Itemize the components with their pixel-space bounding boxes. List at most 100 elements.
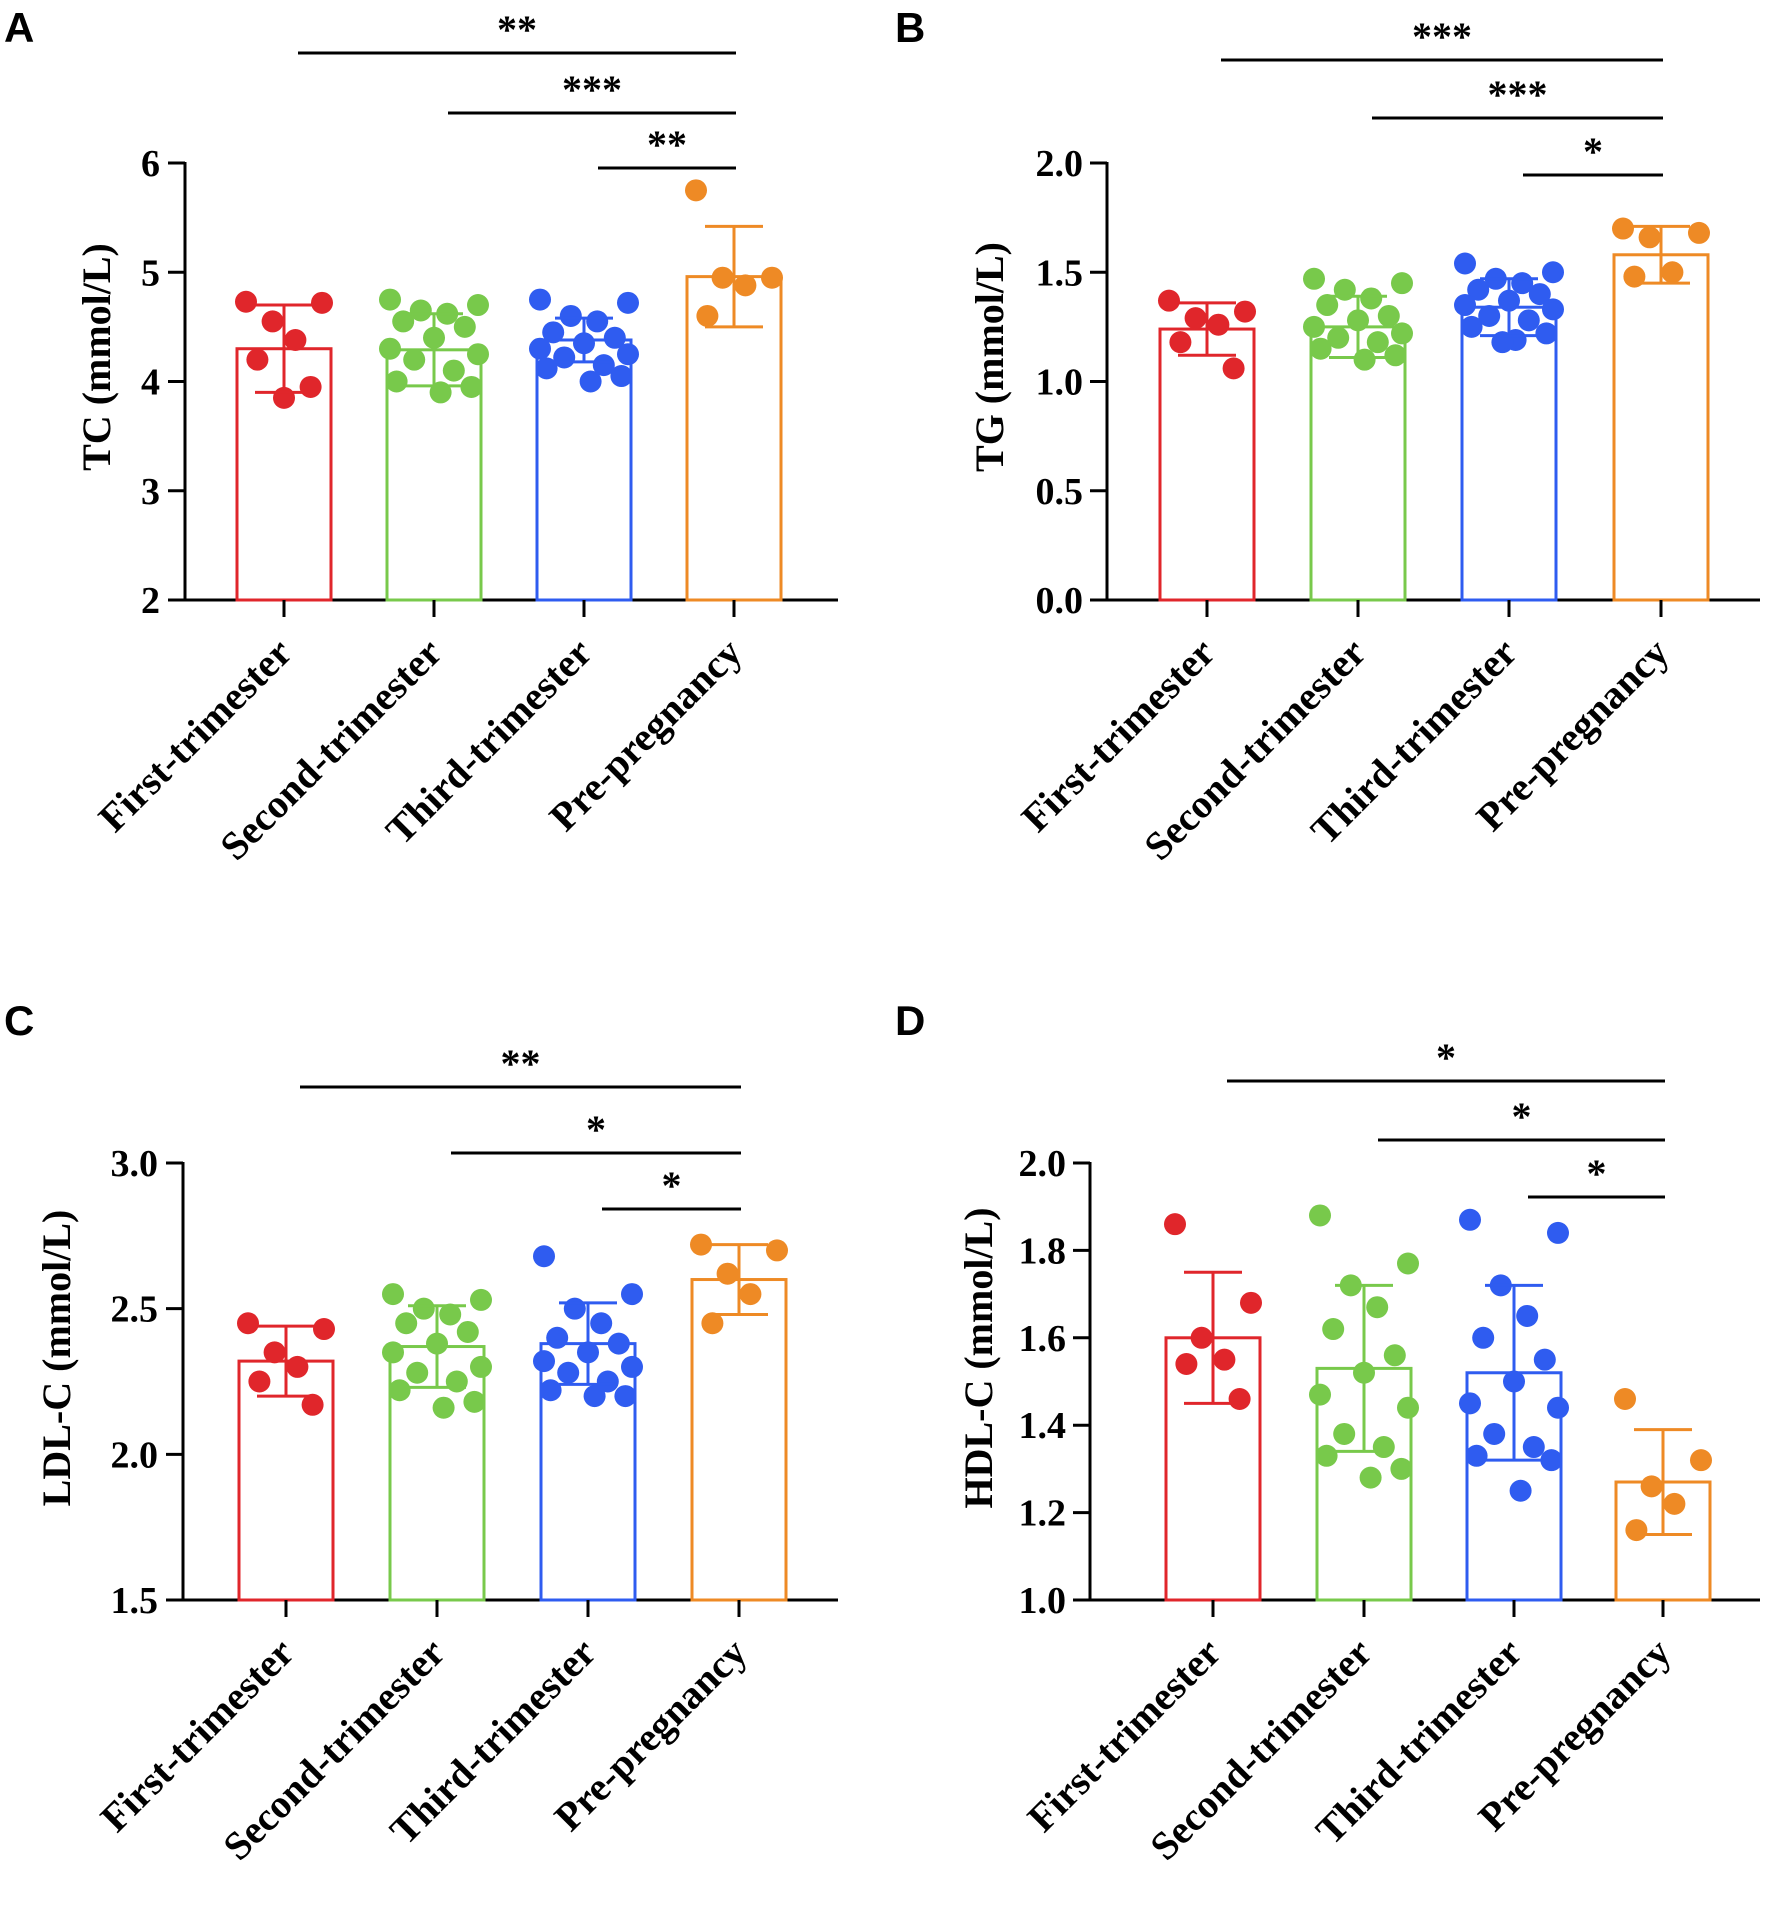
y-tick-label: 6 [141, 143, 160, 185]
data-point [1397, 1396, 1419, 1419]
data-point [546, 1326, 569, 1349]
data-point [614, 1385, 637, 1408]
data-point [1164, 1213, 1186, 1236]
data-point [379, 337, 401, 360]
data-point [542, 321, 565, 344]
data-point [1542, 261, 1564, 284]
data-point [734, 274, 757, 297]
data-point [412, 1297, 435, 1320]
data-point [586, 310, 609, 333]
data-point [1207, 313, 1230, 336]
data-point [1640, 1475, 1663, 1498]
significance-label: * [662, 1163, 682, 1208]
bar [1460, 305, 1558, 602]
data-point [1240, 1291, 1262, 1314]
y-tick-label: 1.0 [1036, 362, 1084, 404]
data-point [463, 1390, 486, 1413]
data-point [442, 359, 465, 382]
data-point [1359, 1466, 1382, 1489]
data-point [1175, 1353, 1198, 1376]
y-tick-label: 0.0 [1036, 580, 1084, 622]
data-point [1522, 1436, 1545, 1459]
data-point [467, 343, 489, 366]
data-point [579, 370, 602, 393]
data-point [1454, 294, 1476, 317]
data-point [1454, 252, 1476, 275]
data-point [382, 1341, 404, 1364]
significance-label: * [1583, 129, 1603, 174]
data-point [711, 266, 734, 289]
data-point [1690, 1449, 1712, 1472]
data-point [246, 348, 269, 371]
significance-label: * [1587, 1151, 1607, 1196]
data-point [453, 315, 476, 338]
data-point [1542, 298, 1564, 321]
data-point [286, 1355, 309, 1378]
data-point [263, 1341, 286, 1364]
data-point [590, 1312, 613, 1335]
data-point [395, 1312, 418, 1335]
data-point [388, 1379, 411, 1402]
data-point [1509, 1479, 1532, 1502]
significance-label: ** [501, 1041, 541, 1086]
y-tick-label: 1.5 [111, 1580, 159, 1622]
significance-label: *** [562, 67, 622, 112]
data-point [535, 357, 558, 380]
data-point [1547, 1221, 1569, 1244]
data-point [1309, 1204, 1331, 1227]
data-point [1390, 1457, 1413, 1480]
panel-c: C LDL-C (mmol/L) 1.52.02.53.0First-trime… [4, 997, 838, 1869]
data-point [1169, 331, 1192, 354]
panel-letter: A [4, 4, 34, 51]
data-point [313, 1318, 335, 1341]
y-tick-label: 1.6 [1019, 1318, 1067, 1360]
data-point [1516, 1304, 1539, 1327]
data-point [621, 1355, 643, 1378]
data-point [557, 1361, 580, 1384]
y-tick-label: 1.5 [1036, 252, 1084, 294]
data-point [1459, 1392, 1481, 1415]
panel-letter: B [895, 4, 925, 51]
data-point [1467, 278, 1490, 301]
data-point [1303, 315, 1325, 338]
data-point [1478, 304, 1501, 327]
data-point [432, 1396, 455, 1419]
y-tick-label: 0.5 [1036, 471, 1084, 513]
data-point [603, 326, 626, 349]
y-tick-label: 2.5 [111, 1289, 159, 1331]
data-point [1377, 304, 1400, 327]
data-point [696, 304, 719, 327]
data-point [1638, 226, 1661, 249]
data-point [1540, 1449, 1563, 1472]
data-point [533, 1350, 555, 1373]
data-point [1625, 1519, 1648, 1542]
y-axis-label: TG (mmol/L) [967, 242, 1012, 472]
data-point [284, 328, 307, 351]
data-point [1184, 307, 1207, 330]
data-point [539, 1379, 562, 1402]
panel-b: B TG (mmol/L) 0.00.51.01.52.0First-trime… [895, 4, 1760, 869]
data-point [456, 1320, 479, 1343]
data-point [592, 354, 615, 377]
data-point [1366, 1296, 1389, 1319]
data-point [470, 1355, 492, 1378]
data-point [403, 348, 426, 371]
data-point [467, 294, 489, 317]
significance-label: *** [1412, 14, 1472, 59]
data-point [1465, 1444, 1488, 1467]
data-point [1234, 300, 1256, 323]
data-point [1360, 287, 1383, 310]
significance-label: ** [647, 122, 687, 167]
data-point [1228, 1387, 1251, 1410]
y-tick-label: 2.0 [1036, 143, 1084, 185]
data-point [299, 375, 322, 398]
data-point [739, 1283, 762, 1306]
y-tick-label: 3.0 [111, 1143, 159, 1185]
data-point [1517, 309, 1540, 332]
data-point [621, 1283, 643, 1306]
panel-a: A TC (mmol/L) 23456First-trimesterSecond… [4, 4, 838, 869]
data-point [1222, 357, 1245, 380]
data-point [409, 299, 432, 322]
significance-label: * [586, 1107, 606, 1152]
y-axis-label: HDL-C (mmol/L) [956, 1207, 1001, 1508]
